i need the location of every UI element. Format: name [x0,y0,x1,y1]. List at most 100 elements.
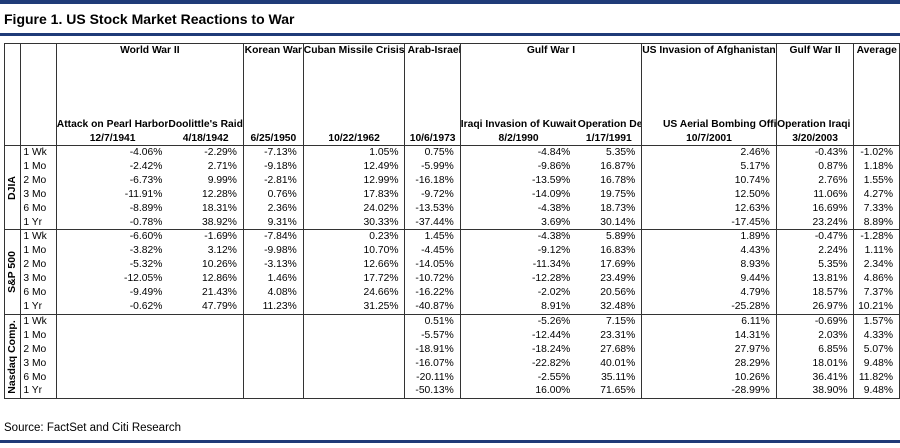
return-cell: -12.44% [459,328,577,343]
period-label: 1 Wk [20,313,57,329]
return-cell: -11.34% [459,258,577,273]
table-row: 1 Yr -0.78% 38.92% 9.31% 30.33% -37.44% 3.69% 3… [5,215,900,230]
return-cell: 12.49% [302,159,405,174]
return-cell: 0.23% [302,229,405,245]
return-cell: 1.18% [853,159,900,174]
return-cell [168,384,244,400]
period-label: 3 Mo [20,187,57,202]
return-cell: 5.07% [853,342,900,357]
return-cell [242,313,304,329]
return-cell: 11.82% [853,370,900,385]
return-cell: -50.13% [404,384,461,400]
return-cell [302,342,405,357]
return-cell: 40.01% [600,357,636,369]
return-cell: 16.83% [600,245,636,257]
return-cell: 12.63% [641,201,777,216]
return-cell: -18.91% [404,342,461,357]
return-cell: 10.74% [641,173,777,188]
table-row: 2 Mo -5.32% 10.26% -3.13% 12.66% -14.05% -11.3… [5,258,900,273]
event-name: Operation Desert Storm Begins [577,119,642,130]
event-header: Attack on Pearl Harbor 12/7/1941 [55,92,169,146]
return-cell: 4.43% [641,244,777,259]
return-cell: 2.46% [641,144,777,160]
return-cell: 30.14% [600,216,636,228]
event-date: 8/2/1990 [498,132,539,144]
return-cell: -2.42% [55,159,169,174]
header-row-events: Attack on Pearl Harbor 12/7/1941 Doolittl… [3,92,900,146]
corner-cell-2-period [20,92,57,146]
event-name: US Aerial Bombing Officially Begins [662,119,777,130]
return-cell [242,370,304,385]
table-row: 3 Mo -11.91% 12.28% 0.76% 17.83% -9.72% -14.09… [5,187,900,202]
return-cell: 7.33% [853,201,900,216]
return-cell: 16.69% [775,201,854,216]
return-cell: 10.70% [302,244,405,259]
return-cell: 9.99% [207,174,237,186]
return-cell: 23.24% [775,215,854,230]
return-cell: 9.48% [853,384,900,400]
return-cell: -12.05% [55,272,169,287]
index-group-label: DJIA [3,144,21,230]
return-cell: -18.24% [459,342,577,357]
period-label: 6 Mo [20,370,57,385]
return-cell: 30.33% [302,215,405,230]
return-cell: -5.32% [55,258,169,273]
return-cell: 12.99% [302,173,405,188]
return-cell: 18.31% [202,202,237,214]
index-group-label: Nasdaq Comp. [3,313,21,400]
return-cell: 18.73% [600,202,636,214]
return-cell: 1.46% [242,272,304,287]
return-cell: 2.34% [853,258,900,273]
return-cell: -14.09% [459,187,577,202]
return-cell: -5.99% [404,159,461,174]
table-row: 3 Mo -12.05% 12.86% 1.46% 17.72% -10.72% -12.2… [5,272,900,287]
return-cell: 2.03% [775,328,854,343]
return-cell: -22.82% [459,356,577,371]
table-row: 1 Yr -50.13% 16.00% 71.65% -28.99% 38.90% 9.48… [5,384,900,400]
return-cell [302,313,405,329]
war-header-korean: Korean War [242,43,304,92]
figure-title: Figure 1. US Stock Market Reactions to W… [4,11,295,27]
war-header-arab-israeli-text: Arab-Israeli War [407,45,461,56]
event-header: 10/22/1962 [302,92,405,146]
return-cell: -7.13% [242,144,304,160]
corner-cell [3,43,21,92]
return-cell: 36.41% [775,370,854,385]
war-header-gulf2: Gulf War II [775,43,854,92]
return-cell: 0.76% [242,187,304,202]
return-cell: 9.48% [853,356,900,371]
period-label: 1 Yr [20,215,57,230]
return-cell: 4.33% [853,328,900,343]
table-row: 1 Mo -5.57% -12.44% 23.31% 14.31% 2.03% 4.33% [5,328,900,343]
return-cell: 6.11% [641,313,777,329]
return-cell [242,328,304,343]
return-cell: -37.44% [404,215,461,230]
return-cell: 10.21% [853,299,900,315]
return-cell: -9.98% [242,244,304,259]
table-row: Nasdaq Comp. 1 Wk 0.51% -5.26% 7.15% 6.11% -0.… [3,313,900,400]
index-name: S&P 500 [5,251,18,294]
table-row: 2 Mo -18.91% -18.24% 27.68% 27.97% 6.85% 5.07% [5,342,900,357]
return-cell: 1.11% [853,244,900,259]
period-label: 3 Mo [20,272,57,287]
header-row-wars: World War II Korean War Cuban Missile Cr… [3,43,900,92]
return-cell [302,384,405,400]
event-header: Operation Desert Storm Begins 1/17/1991 [576,92,642,146]
return-cell: -1.69% [168,229,244,245]
return-cell: -13.53% [404,201,461,216]
return-cell: -5.57% [404,328,461,343]
return-cell: 2.71% [207,160,237,172]
return-cell: -2.02% [459,286,577,300]
return-cell [168,313,244,329]
event-header-average [853,92,900,146]
table-row: S&P 500 1 Wk -6.60% -1.69% -7.84% 0.23% 1.45% -… [3,229,900,315]
return-cell: -1.28% [853,229,900,245]
return-cell: 12.28% [202,188,237,200]
period-label: 1 Mo [20,328,57,343]
event-date: 3/20/2003 [792,132,839,144]
return-cell: 18.57% [775,286,854,300]
return-cell: 0.87% [775,159,854,174]
return-cell: -2.29% [168,144,244,160]
return-cell: 11.06% [775,187,854,202]
period-label: 6 Mo [20,286,57,300]
